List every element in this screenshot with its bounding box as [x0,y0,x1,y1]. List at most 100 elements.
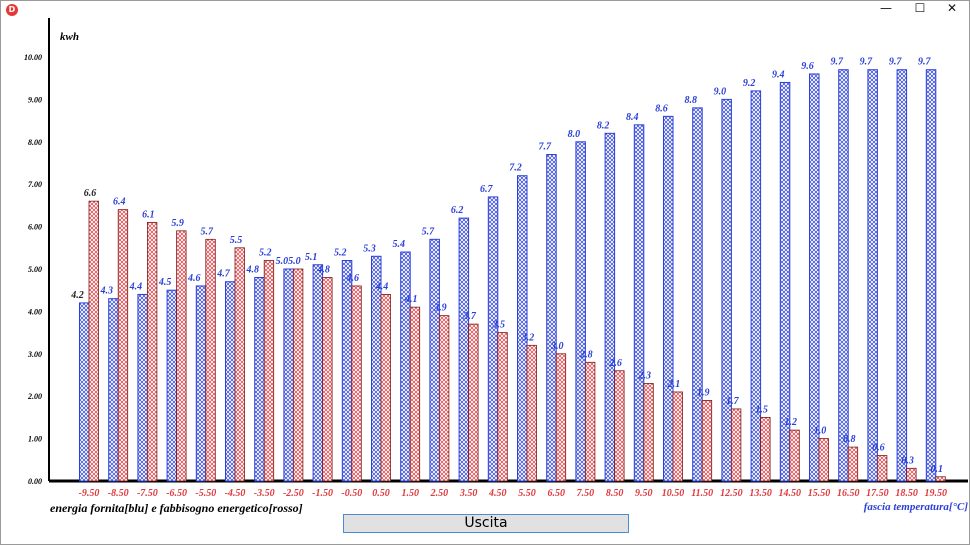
bar-need [117,209,129,482]
bar-need [585,361,596,482]
data-label-supplied: 8.0 [568,129,581,140]
bar-supplied [692,107,703,482]
data-label-supplied: 9.6 [801,61,814,72]
bar-supplied [633,124,645,482]
data-label-supplied: 8.8 [684,95,697,106]
bar-supplied [429,238,440,482]
bar-need [935,476,946,482]
data-label-need: 2.8 [579,349,593,360]
data-label-supplied: 5.7 [422,226,436,237]
bar-supplied [458,217,470,482]
data-label-need: 0.6 [872,443,885,454]
bar-need [351,285,362,482]
data-label-need: 1.5 [755,404,768,415]
data-label-need: 5.7 [201,226,215,237]
x-tick-label: 4.50 [488,488,507,499]
bar-supplied [108,298,119,482]
y-tick-label: 0.00 [28,477,42,486]
y-tick-label: 2.00 [27,392,42,401]
data-label-need: 4.4 [375,281,389,292]
bar-supplied [896,69,908,482]
data-label-supplied: 4.3 [99,286,113,297]
x-tick-label: 6.50 [547,488,565,499]
data-label-supplied: 8.2 [597,120,610,131]
data-label-need: 3.5 [492,320,506,331]
bar-need [438,315,450,482]
close-button[interactable]: ✕ [946,1,958,15]
y-tick-label: 1.00 [28,435,42,444]
bar-need [760,416,771,482]
x-tick-label: 15.50 [808,488,831,499]
bar-supplied [195,285,207,482]
x-tick-label: 17.50 [866,488,889,499]
data-label-need: 6.1 [142,209,155,220]
y-tick-label: 6.00 [28,223,42,232]
data-label-supplied: 4.5 [158,277,172,288]
data-label-supplied: 9.7 [860,57,874,68]
data-label-need: 5.2 [259,248,272,259]
bar-supplied [254,276,265,482]
data-label-need: 4.1 [404,294,418,305]
title-bar: D — ☐ ✕ [1,1,969,19]
bar-need [146,221,158,482]
y-tick-label: 10.00 [24,53,42,62]
bar-supplied [166,289,178,482]
data-label-need: 0.8 [843,434,856,445]
x-tick-label: 11.50 [691,488,713,499]
bar-supplied [225,281,236,482]
data-label-need: 1.2 [785,417,798,428]
data-label-supplied: 6.7 [480,184,494,195]
x-tick-label: -1.50 [312,488,333,499]
bar-supplied [779,81,791,482]
bar-need [526,344,537,482]
data-label-need: 5.9 [171,218,184,229]
bar-supplied [809,73,820,482]
x-tick-label: 10.50 [662,488,685,499]
exit-button[interactable]: Uscita [343,514,629,533]
maximize-button[interactable]: ☐ [914,1,926,15]
bar-need [701,400,713,482]
x-tick-label: 9.50 [635,488,653,499]
data-label-need: 2.6 [608,358,622,369]
bar-supplied [604,132,616,482]
bar-supplied [283,268,294,482]
bar-need [263,260,275,482]
bar-supplied [750,90,762,482]
data-label-need: 3.9 [433,303,447,314]
bar-need [322,277,333,482]
x-tick-label: -0.50 [341,488,362,499]
data-label-supplied: 4.8 [245,264,259,275]
bar-need [468,323,479,482]
y-tick-label: 8.00 [28,138,42,147]
data-label-need: 6.6 [84,188,97,199]
data-label-need: 1.7 [726,396,740,407]
bar-supplied [137,293,148,482]
data-label-supplied: 9.7 [889,57,903,68]
data-label-supplied: 5.1 [305,252,318,263]
bar-need [409,306,421,482]
data-label-need: 1.9 [697,387,710,398]
x-tick-label: -6.50 [166,488,187,499]
data-label-supplied: 5.2 [334,248,347,259]
x-tick-label: 5.50 [518,488,536,499]
x-tick-label: 12.50 [720,488,743,499]
data-label-supplied: 4.4 [129,281,143,292]
x-tick-label: 7.50 [577,488,595,499]
data-label-need: 2.1 [667,379,681,390]
bar-supplied [400,251,411,482]
bar-supplied [925,69,937,482]
bar-need [555,353,567,482]
data-label-need: 3.0 [550,341,564,352]
data-label-need: 5.5 [230,235,243,246]
data-label-supplied: 4.2 [70,290,84,301]
y-tick-label: 9.00 [28,95,42,104]
x-tick-label: 8.50 [606,488,624,499]
data-label-supplied: 4.7 [216,269,231,280]
bar-need [789,429,800,482]
minimize-button[interactable]: — [880,1,892,15]
bar-need [614,370,625,482]
y-tick-label: 7.00 [28,180,42,189]
x-tick-label: -4.50 [225,488,246,499]
